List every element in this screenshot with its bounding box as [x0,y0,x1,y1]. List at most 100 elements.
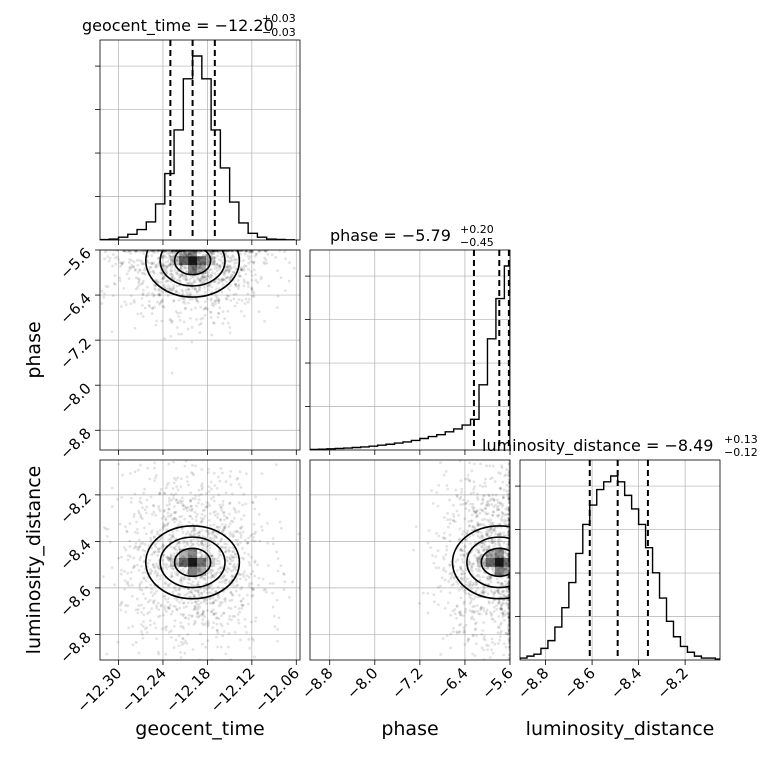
sample-point [506,568,510,572]
sample-point [182,250,186,253]
sample-point [467,638,470,641]
sample-point [474,621,478,625]
sample-point [215,486,219,490]
sample-point [469,617,473,620]
sample-point [226,255,230,259]
sample-point [459,503,463,507]
sample-point [479,502,483,506]
sample-point [189,253,193,257]
sample-point [507,653,510,657]
sample-point [257,250,261,253]
sample-point [196,590,200,594]
sample-point [214,250,217,253]
sample-point [184,506,188,510]
sample-point [168,263,172,267]
sample-point [141,279,145,283]
sample-point [502,488,506,492]
sample-point [507,568,510,572]
sample-point [202,307,206,311]
sample-point [152,261,156,265]
sample-point [174,250,178,252]
sample-point [221,634,225,638]
sample-point [229,607,233,610]
sample-point [178,275,182,279]
sample-point [475,515,479,518]
sample-point [201,542,205,546]
sample-point [476,534,480,538]
sample-point [508,522,510,526]
sample-point [234,283,237,286]
sample-point [233,250,237,253]
sample-point [210,575,214,578]
sample-point [225,570,229,574]
sample-point [167,607,171,611]
sample-point [195,504,198,508]
sample-point [279,276,283,280]
sample-point [150,312,154,315]
sample-point [481,629,485,632]
sample-point [479,608,482,612]
sample-point [234,568,238,572]
sample-point [194,577,198,580]
xlabel-geocent-time: geocent_time [135,718,264,740]
sample-point [171,250,174,253]
sample-point [468,524,472,527]
sample-point [182,538,185,542]
sample-point [170,574,174,577]
sample-point [222,611,226,615]
sample-point [201,546,205,550]
sample-point [228,557,232,561]
sample-point [161,545,165,548]
sample-point [204,529,208,533]
sample-point [229,519,233,523]
sample-point [488,656,492,659]
sample-point [170,498,174,502]
sample-point [200,275,204,278]
sample-point [191,275,195,279]
sample-point [490,538,494,542]
sample-point [151,600,155,603]
sample-point [498,537,502,541]
sample-point [200,613,204,617]
sample-point [190,507,194,511]
sample-point [486,577,489,581]
sample-point [219,278,223,282]
sample-point [507,513,510,516]
sample-point [186,282,190,286]
sample-point [485,554,489,558]
sample-point [180,267,183,271]
sample-point [215,629,219,632]
sample-point [197,250,200,252]
sample-point [58,255,61,258]
sample-point [229,250,232,252]
sample-point [495,608,499,611]
sample-point [242,284,246,288]
sample-point [122,261,125,264]
sample-point [282,588,286,592]
density-cell [179,557,189,567]
sample-point [490,617,494,621]
sample-point [157,288,161,292]
sample-point [187,250,191,252]
sample-point [222,514,226,518]
sample-point [200,250,204,252]
sample-point [162,594,166,598]
sample-point [176,488,180,492]
sample-point [163,250,167,252]
sample-point [223,271,227,275]
sample-point [463,571,467,575]
sample-point [496,625,500,629]
sample-point [240,603,244,607]
sample-point [205,500,209,504]
sample-point [215,616,219,620]
sample-point [224,297,228,300]
sample-point [492,544,496,548]
sample-point [442,568,445,572]
sample-point [226,250,230,252]
sample-point [489,575,493,579]
sample-point [494,552,498,556]
sample-point [486,518,490,522]
sample-point [172,251,175,255]
sample-point [200,540,203,544]
sample-point [508,528,510,531]
